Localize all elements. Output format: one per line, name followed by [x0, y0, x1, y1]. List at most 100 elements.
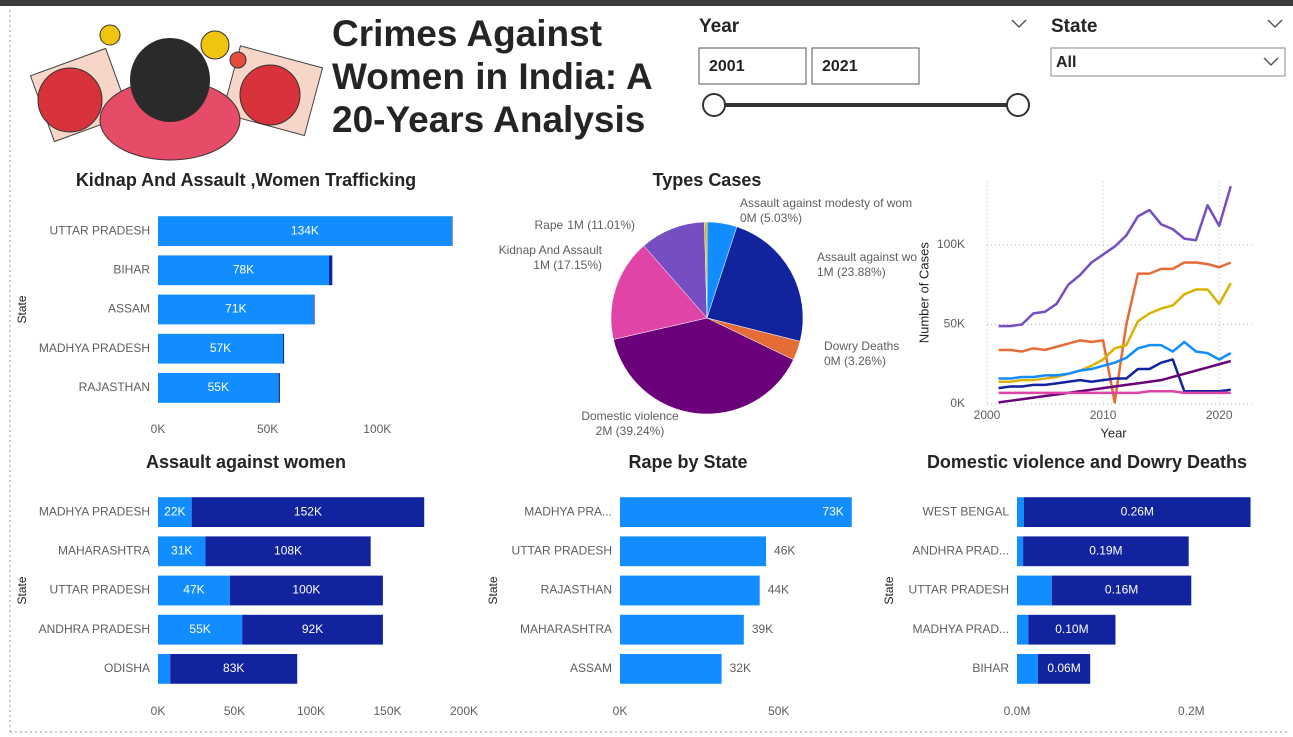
data-label: 32K	[730, 661, 751, 675]
slice-label: Kidnap And Assault 1M (17.15%)	[499, 243, 603, 272]
slice-name: Domestic violence	[581, 409, 679, 423]
bar	[1051, 575, 1192, 606]
slice-name: Assault against wo	[817, 250, 917, 264]
bar	[158, 294, 314, 325]
data-label: 100K	[292, 583, 320, 597]
line-series	[998, 340, 1232, 380]
y-tick-label: UTTAR PRADESH	[50, 223, 150, 237]
bar	[170, 654, 298, 684]
bar	[620, 614, 744, 645]
pie-slice	[706, 226, 804, 342]
pie-slice	[613, 317, 794, 415]
data-label: 108K	[274, 543, 302, 557]
bar	[158, 575, 230, 606]
y-tick-label: 100K	[937, 237, 965, 251]
y-tick-label: UTTAR PRADESH	[909, 583, 1009, 597]
data-label: 71K	[225, 302, 246, 316]
y-tick-label: MADHYA PRA...	[524, 504, 612, 518]
y-axis-label: Number of Cases	[916, 242, 931, 344]
pie-slice	[610, 245, 708, 340]
data-label: 0.19M	[1089, 543, 1122, 557]
y-tick-label: ANDHRA PRADESH	[39, 622, 150, 636]
data-label: 73K	[822, 504, 843, 518]
bar	[242, 614, 383, 645]
data-label: 55K	[208, 380, 229, 394]
y-tick-label: MAHARASHTRA	[58, 543, 150, 557]
y-tick-label: RAJASTHAN	[79, 380, 150, 394]
y-tick-label: ODISHA	[104, 661, 150, 675]
slice-value: 1M (17.15%)	[533, 258, 602, 272]
chevron[interactable]	[1011, 19, 1027, 29]
line-series	[998, 282, 1232, 383]
chart-title: Types Cases	[653, 170, 762, 190]
line-series	[998, 359, 1232, 404]
data-label: 57K	[210, 341, 231, 355]
state-slicer[interactable]: State All	[1050, 16, 1286, 77]
chart-title: Assault against women	[146, 452, 346, 472]
bar	[158, 614, 243, 645]
x-tick-label: 100K	[297, 704, 325, 718]
slice-value: 0M (3.26%)	[824, 354, 886, 368]
data-label: 0.26M	[1121, 504, 1154, 518]
chevron[interactable]	[1267, 19, 1283, 29]
line-series	[998, 358, 1231, 393]
y-tick-label: UTTAR PRADESH	[512, 543, 612, 557]
chevron[interactable]	[1263, 57, 1279, 67]
line-series	[998, 185, 1232, 328]
bar	[1017, 575, 1052, 606]
year-slicer[interactable]: Year 2001 2021	[698, 16, 1030, 117]
data-label: 0.10M	[1055, 622, 1088, 636]
bar	[158, 536, 206, 567]
data-label: 78K	[233, 262, 254, 276]
slider-handle[interactable]	[1006, 93, 1030, 117]
slice-name: Assault against modesty of wom	[740, 196, 912, 210]
x-tick-label: 2000	[974, 408, 1001, 422]
x-tick-label: 0.0M	[1004, 704, 1031, 718]
bar	[1023, 536, 1189, 567]
slice-label: Dowry Deaths 0M (3.26%)	[824, 339, 899, 368]
data-label: 0.06M	[1047, 661, 1080, 675]
slice-label: Assault against modesty of wom 0M (5.03%)	[740, 196, 912, 225]
slice-label: Domestic violence 2M (39.24%)	[581, 409, 679, 438]
data-label: 31K	[171, 543, 192, 557]
bar	[620, 536, 767, 567]
slice-name: Kidnap And Assault	[499, 243, 603, 257]
slice-value: 1M (23.88%)	[817, 265, 886, 279]
state-value: All	[1056, 54, 1076, 71]
bar	[1017, 497, 1024, 527]
x-tick-label: 0K	[151, 422, 166, 436]
x-tick-label: 50K	[224, 704, 245, 718]
x-tick-label: 0K	[613, 704, 628, 718]
data-label: 55K	[189, 622, 210, 636]
y-axis-label: State	[882, 576, 896, 604]
bar	[451, 216, 453, 246]
y-tick-label: 0K	[950, 396, 965, 410]
y-tick-label: BIHAR	[113, 262, 150, 276]
slice-name: Rape	[535, 218, 564, 232]
bar	[229, 575, 383, 606]
bar	[158, 654, 171, 684]
slider-handle[interactable]	[702, 93, 726, 117]
slice-label: Assault against wo 1M (23.88%)	[817, 250, 917, 279]
bar	[278, 373, 280, 403]
y-tick-label: ASSAM	[570, 661, 612, 675]
year-from: 2001	[709, 58, 745, 75]
bar	[1037, 654, 1091, 684]
y-axis-label: State	[486, 576, 500, 604]
bar	[1017, 614, 1029, 645]
y-tick-label: MADHYA PRADESH	[39, 341, 150, 355]
data-label: 152K	[294, 504, 322, 518]
chart-title: Rape by State	[628, 452, 747, 472]
input-box[interactable]	[811, 47, 920, 85]
input-box[interactable]	[698, 47, 807, 85]
y-axis-label: State	[15, 295, 29, 323]
slice-label: Rape 1M (11.01%)	[535, 218, 636, 232]
dropdown[interactable]	[1050, 47, 1286, 77]
x-tick-label: 0.2M	[1178, 704, 1205, 718]
y-tick-label: UTTAR PRADESH	[50, 583, 150, 597]
bar	[158, 216, 452, 246]
slicer-label: State	[1051, 16, 1097, 37]
chart-title: Domestic violence and Dowry Deaths	[927, 452, 1247, 472]
slicer-label: Year	[699, 16, 740, 37]
